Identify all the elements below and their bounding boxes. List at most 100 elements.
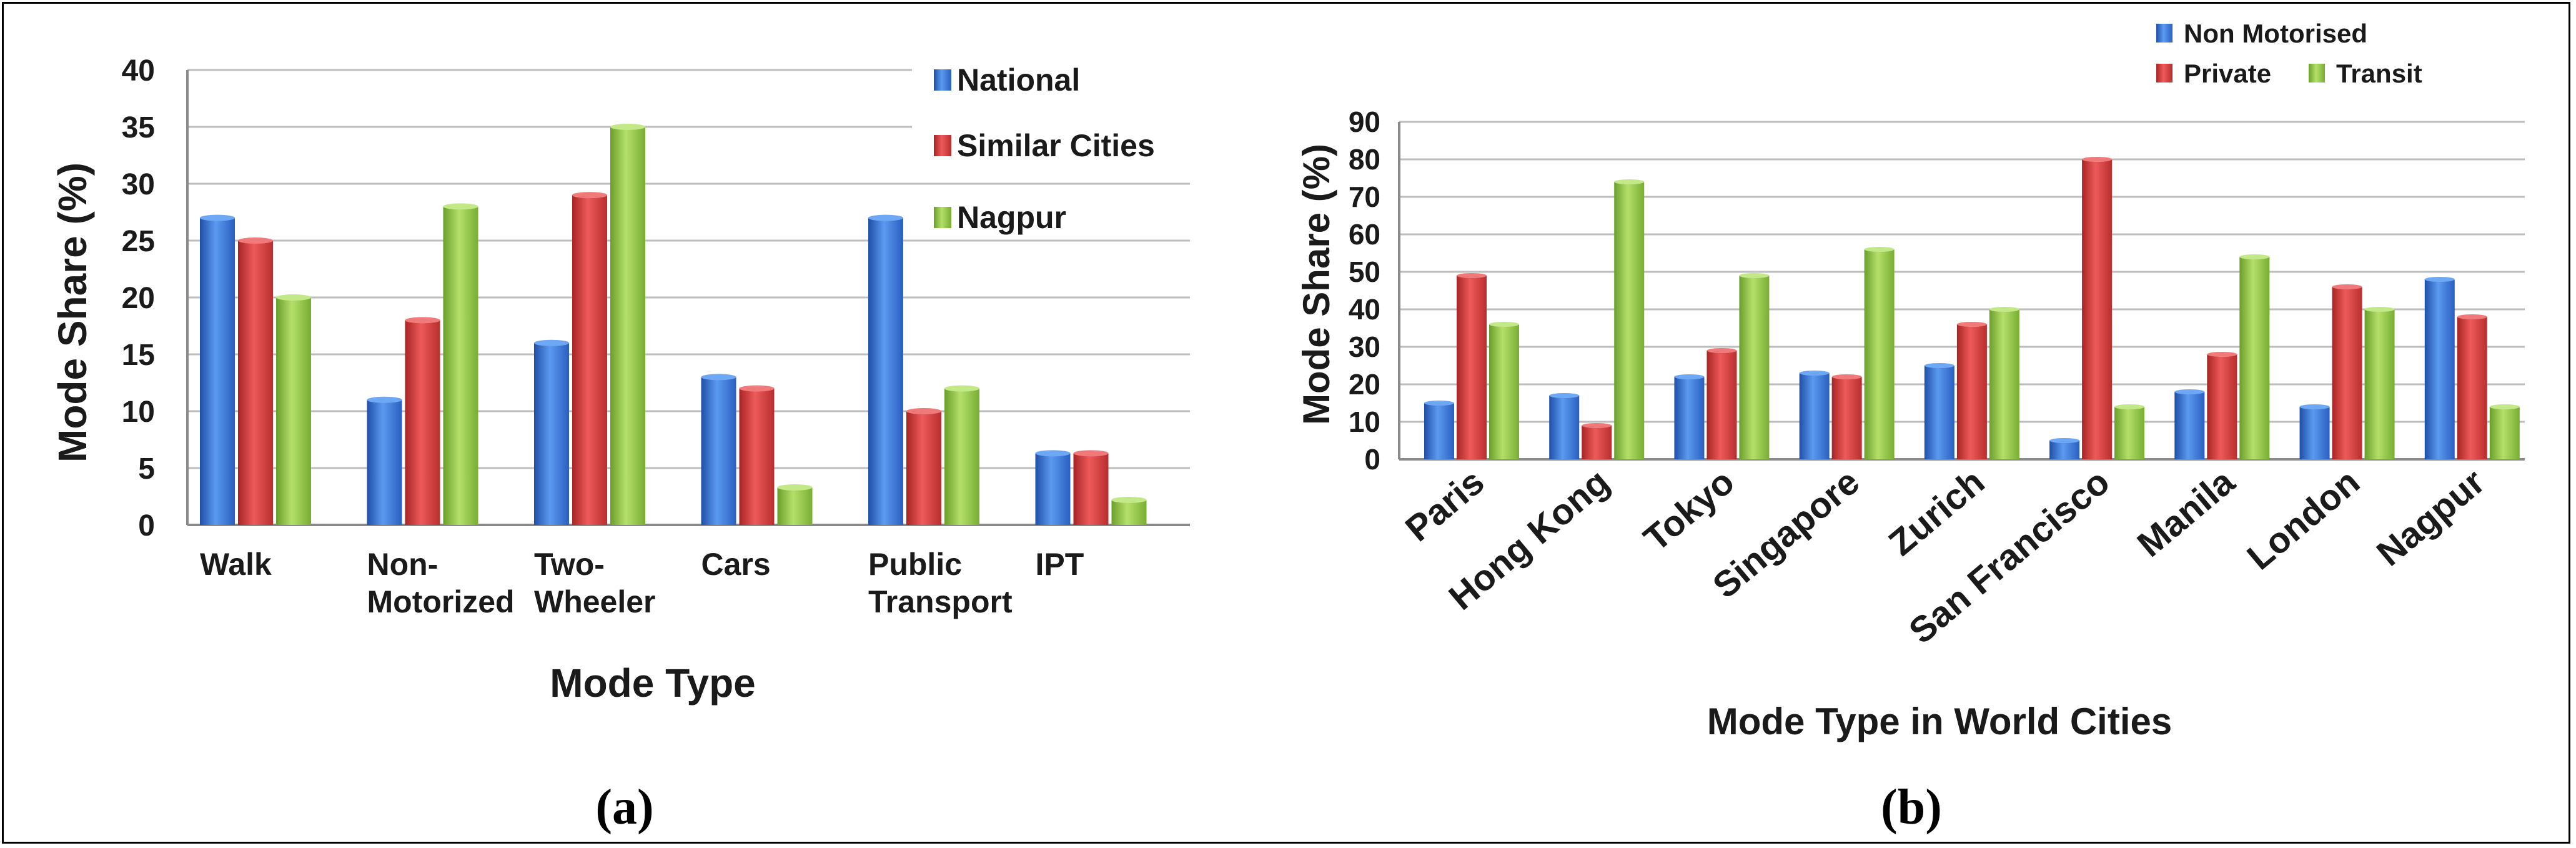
chart-a-y-tick-0: 0 <box>138 509 155 542</box>
chart-a-gridlines <box>186 69 1190 526</box>
chart-b-bar-zurich-transit <box>1989 309 2019 459</box>
chart-b-bar-hong-kong-private <box>1582 426 1612 459</box>
chart-b-bar-cap-london-non-motorised <box>2299 404 2330 409</box>
chart-a-bar-cap-non-motorized-national <box>367 396 402 403</box>
chart-b-bars <box>1424 157 2520 459</box>
chart-b-y-tick-50: 50 <box>1349 256 1380 288</box>
chart-b-bar-cap-zurich-transit <box>1989 307 2019 312</box>
chart-a-bar-ipt-national <box>1035 453 1071 525</box>
chart-b-bar-cap-san-francisco-transit <box>2114 404 2145 409</box>
chart-a-legend-label-national: National <box>957 62 1080 97</box>
chart-b-bar-hong-kong-transit <box>1614 182 1645 459</box>
chart-a-x-tick-public-transport: Public <box>868 547 962 582</box>
chart-b-bar-cap-zurich-non-motorised <box>1924 363 1954 368</box>
chart-b-bar-cap-paris-non-motorised <box>1424 401 1454 406</box>
chart-b-bar-cap-hong-kong-transit <box>1614 179 1645 184</box>
chart-b-bar-manila-private <box>2207 354 2237 459</box>
chart-a-x-tick-cars: Cars <box>701 547 771 582</box>
chart-b-legend-swatch-non-motorised <box>2156 24 2172 42</box>
chart-a-legend-swatch-nagpur <box>934 207 951 228</box>
chart-b-y-tick-30: 30 <box>1349 331 1380 363</box>
chart-b-bar-cap-singapore-transit <box>1864 247 1895 252</box>
chart-b-bar-manila-transit <box>2239 257 2270 459</box>
chart-a-x-tick-ipt: IPT <box>1036 547 1084 582</box>
chart-b-bar-nagpur-private <box>2457 317 2487 459</box>
chart-b-bar-cap-manila-transit <box>2239 254 2270 259</box>
chart-a-legend-swatch-similar-cities <box>934 135 951 156</box>
chart-a-x-tick-two-wheeler: Two- <box>534 547 605 582</box>
chart-b-y-tick-20: 20 <box>1349 368 1380 401</box>
chart-b-bar-tokyo-non-motorised <box>1674 377 1705 459</box>
chart-b-y-tick-80: 80 <box>1349 143 1380 176</box>
chart-b-legend-label-transit: Transit <box>2336 59 2422 88</box>
chart-a-x-ticks: Walk Non-Motorized Two-Wheeler Cars PublicTr… <box>200 547 1084 619</box>
chart-b-x-tick-tokyo: Tokyo <box>1636 461 1741 559</box>
chart-b-bar-cap-san-francisco-non-motorised <box>2049 438 2080 443</box>
chart-b-bar-cap-manila-private <box>2207 352 2237 357</box>
chart-b-bar-cap-singapore-non-motorised <box>1799 371 1830 376</box>
chart-b-legend-swatch-transit <box>2309 64 2325 82</box>
chart-b-bar-cap-tokyo-transit <box>1739 273 1770 278</box>
chart-a-bar-public-transport-nagpur <box>944 388 979 525</box>
chart-a-legend-label-nagpur: Nagpur <box>957 200 1066 235</box>
chart-b-x-tick-paris: Paris <box>1398 461 1492 549</box>
chart-a-bar-cap-walk-national <box>200 214 235 221</box>
chart-a-bar-cap-cars-nagpur <box>777 484 813 491</box>
chart-b-bar-cap-hong-kong-private <box>1582 423 1612 428</box>
chart-a-bar-cap-cars-similar-cities <box>739 385 775 392</box>
chart-b-bar-cap-manila-non-motorised <box>2174 389 2205 394</box>
chart-a-legend-swatch-national <box>934 69 951 91</box>
chart-b-bar-paris-transit <box>1489 324 1519 459</box>
chart-a-x-tick-public-transport-line2: Transport <box>868 584 1013 619</box>
chart-b-bar-london-transit <box>2364 309 2395 459</box>
chart-a-y-tick-30: 30 <box>122 168 155 201</box>
chart-a-legend-bg-national <box>912 56 1190 100</box>
chart-a-bar-cap-cars-national <box>701 374 736 381</box>
chart-b-panel-label: (b) <box>1881 780 1942 835</box>
chart-b-legend: Non Motorised Private Transit <box>2156 19 2422 88</box>
chart-a-y-tick-40: 40 <box>122 54 155 87</box>
chart-b-y-tick-90: 90 <box>1349 106 1380 138</box>
chart-b-y-tick-70: 70 <box>1349 181 1380 213</box>
chart-a-bar-two-wheeler-nagpur <box>610 127 645 525</box>
chart-a-bar-cap-public-transport-national <box>868 214 903 221</box>
chart-a-bar-non-motorized-national <box>367 399 402 525</box>
chart-a-y-tick-15: 15 <box>122 339 155 372</box>
chart-a-y-tick-5: 5 <box>138 452 155 486</box>
chart-a-x-tick-walk: Walk <box>200 547 272 582</box>
chart-b-bar-cap-hong-kong-non-motorised <box>1549 393 1580 398</box>
chart-b-bar-cap-nagpur-private <box>2457 314 2487 319</box>
chart-a-bar-cap-two-wheeler-national <box>534 339 569 346</box>
chart-b-bar-cap-london-transit <box>2364 307 2395 312</box>
chart-b-y-tick-0: 0 <box>1364 443 1380 476</box>
chart-a-bar-walk-similar-cities <box>238 241 273 525</box>
chart-a-bar-cars-national <box>701 377 736 525</box>
chart-b-y-tick-60: 60 <box>1349 218 1380 251</box>
chart-a-bar-walk-national <box>200 217 235 525</box>
chart-a-y-tick-35: 35 <box>122 111 155 144</box>
chart-a-bar-two-wheeler-similar-cities <box>572 195 607 525</box>
chart-a-x-tick-non-motorized-line2: Motorized <box>367 584 515 619</box>
chart-a-panel-label: (a) <box>595 780 653 835</box>
chart-a-bars <box>200 124 1147 525</box>
chart-b-bar-singapore-private <box>1831 377 1862 459</box>
chart-a-bar-cars-similar-cities <box>739 388 775 525</box>
chart-a-bar-cap-ipt-national <box>1035 450 1071 457</box>
chart-a-bar-cap-walk-nagpur <box>276 294 311 301</box>
chart-b-bar-cap-tokyo-non-motorised <box>1674 374 1705 379</box>
chart-b-legend-label-private: Private <box>2184 59 2271 88</box>
chart-b-y-tick-40: 40 <box>1349 293 1380 326</box>
chart-a-bar-cap-ipt-similar-cities <box>1073 450 1109 457</box>
chart-b-legend-swatch-private <box>2156 64 2172 82</box>
chart-a-bar-non-motorized-similar-cities <box>405 320 440 525</box>
chart-b-bar-london-private <box>2332 287 2362 459</box>
chart-b-bar-london-non-motorised <box>2299 407 2330 459</box>
chart-a-bar-ipt-nagpur <box>1111 499 1147 525</box>
chart-a-y-ticks: 0 5 10 15 20 25 30 35 40 <box>122 54 155 542</box>
chart-a-bar-cap-public-transport-nagpur <box>944 385 979 392</box>
chart-a-bar-cap-two-wheeler-nagpur <box>610 124 645 130</box>
chart-b-x-axis-title: Mode Type in World Cities <box>1707 701 2172 742</box>
